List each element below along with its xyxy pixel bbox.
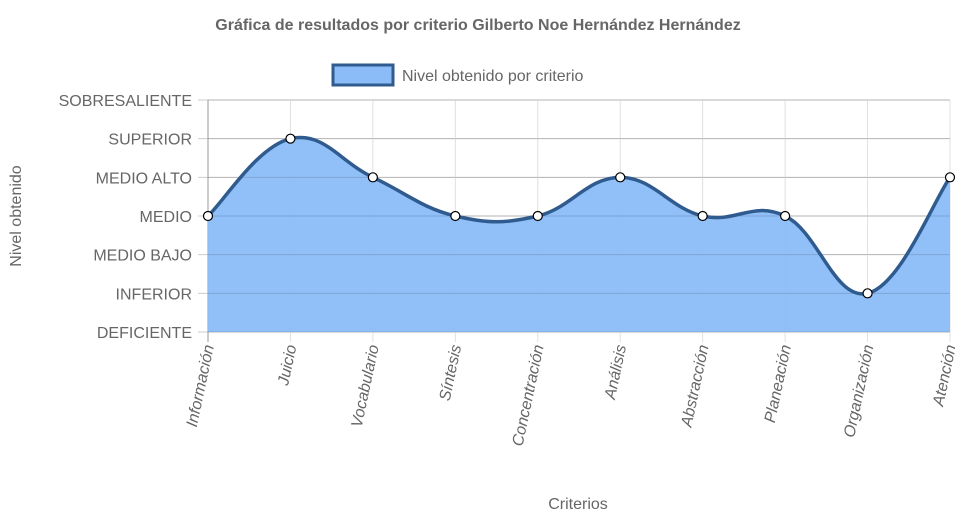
y-tick-label: INFERIOR	[116, 286, 192, 303]
x-tick-label: Atención	[930, 343, 955, 409]
y-tick-label: SOBRESALIENTE	[59, 93, 192, 110]
series-layer	[202, 99, 955, 333]
x-tick-label: Información	[184, 343, 218, 428]
data-point-9[interactable]	[862, 288, 873, 299]
legend-swatch	[331, 63, 395, 87]
series-line	[206, 135, 952, 296]
y-tick-label: SUPERIOR	[108, 132, 192, 149]
data-point-2[interactable]	[285, 133, 296, 144]
legend-label: Nivel obtenido por criterio	[402, 68, 584, 85]
y-tick-label: MEDIO	[140, 209, 192, 226]
data-point-3[interactable]	[367, 172, 378, 183]
x-tick-label: Planeación	[762, 343, 795, 424]
data-point-5[interactable]	[532, 210, 543, 222]
x-tick-label: Juicio	[275, 343, 300, 388]
y-tick-label: DEFICIENTE	[97, 325, 192, 342]
x-tick-label: Organización	[841, 343, 877, 439]
data-point-10[interactable]	[944, 172, 955, 183]
y-tick-label: MEDIO BAJO	[93, 248, 192, 265]
data-point-8[interactable]	[780, 210, 791, 222]
data-point-1[interactable]	[202, 210, 214, 222]
data-point-7[interactable]	[697, 210, 708, 222]
data-point-4[interactable]	[450, 210, 461, 222]
series-area	[208, 137, 950, 332]
x-tick-label: Análisis	[602, 343, 630, 401]
y-axis-labels: DEFICIENTE INFERIOR MEDIO BAJO MEDIO MEDIO A…	[59, 93, 192, 342]
x-tick-label: Síntesis	[437, 343, 465, 402]
data-point-6[interactable]	[615, 172, 626, 183]
x-tick-label: Abstracción	[678, 343, 712, 429]
y-axis-title: Nivel obtenido	[8, 165, 25, 267]
x-tick-label: Vocabulario	[349, 343, 383, 429]
chart-title: Gráfica de resultados por criterio Gilbe…	[215, 17, 740, 34]
y-tick-label: MEDIO ALTO	[96, 170, 192, 187]
x-tick-label: Concentración	[510, 343, 548, 448]
x-axis-title: Criterios	[548, 496, 608, 513]
legend[interactable]: Nivel obtenido por criterio	[331, 63, 584, 87]
x-axis-labels: Información Juicio Vocabulario Síntesis Conc…	[184, 343, 955, 448]
